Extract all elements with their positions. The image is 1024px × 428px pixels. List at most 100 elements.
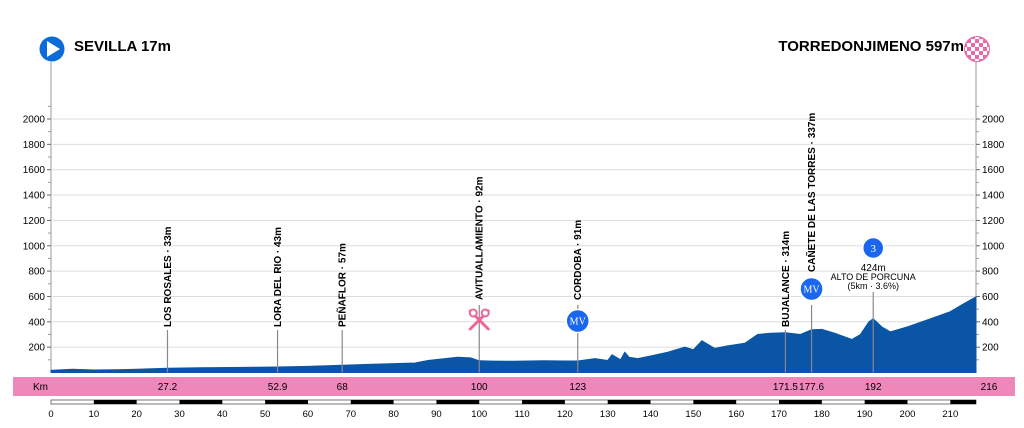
- checker-square: [975, 36, 979, 39]
- x-tick-label: 210: [942, 409, 958, 420]
- checker-square: [983, 51, 987, 55]
- x-tick-label: 40: [217, 409, 228, 420]
- checker-square: [979, 39, 983, 43]
- checker-square: [975, 51, 979, 55]
- y-tick-label-right: 1000: [982, 241, 1005, 252]
- checker-square: [979, 51, 983, 55]
- finish-icon-border: [964, 36, 990, 62]
- checker-square: [964, 43, 967, 47]
- finish-label: TORREDONJIMENO 597m: [778, 38, 964, 55]
- checker-square: [987, 47, 990, 51]
- place-label: CAÑETE DE LAS TORRES · 337m: [805, 113, 818, 272]
- km-band-label: 123: [569, 382, 586, 393]
- y-tick-label-left: 600: [28, 292, 45, 303]
- checker-square: [964, 36, 967, 39]
- distance-scale-segment: [522, 400, 565, 404]
- km-band-label: 216: [981, 382, 998, 393]
- checker-square: [964, 59, 967, 62]
- km-band-label: 68: [337, 382, 349, 393]
- distance-scale-segment: [693, 400, 737, 404]
- climb-detail-label: (5km · 3.6%): [847, 281, 899, 291]
- y-tick-label-right: 600: [982, 292, 999, 303]
- distance-scale-segment: [950, 400, 976, 404]
- y-tick-label-left: 800: [28, 267, 45, 278]
- feed-zone-icon-ring: [480, 308, 490, 318]
- checker-square: [971, 43, 975, 47]
- x-tick-label: 170: [771, 409, 787, 420]
- km-band-label: 52.9: [268, 382, 288, 393]
- checker-square: [983, 39, 987, 43]
- checker-square: [967, 39, 971, 43]
- checker-square: [964, 47, 967, 51]
- start-label: SEVILLA 17m: [74, 38, 171, 55]
- checker-square: [975, 59, 979, 62]
- y-tick-label-left: 1400: [23, 191, 46, 202]
- distance-scale-segment: [436, 400, 480, 404]
- checker-square: [979, 55, 983, 59]
- checker-square: [964, 51, 967, 55]
- x-tick-label: 120: [557, 409, 573, 420]
- checker-square: [967, 55, 971, 59]
- distance-scale-segment: [350, 400, 394, 404]
- checker-square: [987, 51, 990, 55]
- checker-square: [975, 43, 979, 47]
- checkered-flag-icon: [964, 36, 990, 62]
- finish-name: TORREDONJIMENO: [778, 38, 922, 55]
- x-tick-label: 190: [857, 409, 873, 420]
- distance-scale-segment: [607, 400, 651, 404]
- checker-square: [979, 43, 983, 47]
- x-tick-label: 140: [643, 409, 659, 420]
- checker-square: [983, 55, 987, 59]
- x-tick-label: 160: [728, 409, 744, 420]
- distance-scale-segment: [93, 400, 137, 404]
- mv-sprint-marker: [565, 308, 590, 334]
- checker-square: [971, 47, 975, 51]
- climb-elevation-label: 424m: [861, 263, 886, 274]
- y-tick-label-left: 2000: [23, 115, 46, 126]
- x-tick-label: 20: [131, 409, 142, 420]
- km-band-label: 192: [865, 382, 882, 393]
- finish-elevation: 597m: [925, 38, 964, 55]
- place-label: AVITUALLAMIENTO · 92m: [475, 176, 486, 300]
- x-tick-label: 180: [814, 409, 830, 420]
- checker-square: [987, 43, 990, 47]
- x-tick-label: 150: [685, 409, 701, 420]
- checker-square: [975, 39, 979, 43]
- elevation-profile-area: [50, 295, 977, 373]
- y-tick-label-right: 1800: [982, 140, 1005, 151]
- y-tick-label-left: 1800: [23, 140, 46, 151]
- y-tick-label-right: 2000: [982, 115, 1005, 126]
- checker-square: [987, 36, 990, 39]
- checker-square: [971, 36, 975, 39]
- x-tick-label: 60: [303, 409, 314, 420]
- climb-category-label: 3: [870, 243, 876, 255]
- y-tick-label-left: 1000: [23, 241, 46, 252]
- checker-square: [975, 55, 979, 59]
- checker-square: [983, 47, 987, 51]
- place-label: LOS ROSALES · 33m: [163, 226, 174, 327]
- y-tick-label-left: 1200: [23, 216, 46, 227]
- distance-scale-segment: [265, 400, 308, 404]
- x-tick-label: 110: [514, 409, 529, 420]
- checker-square: [971, 39, 975, 43]
- distance-scale-segment: [779, 400, 822, 404]
- checker-square: [987, 59, 990, 62]
- y-tick-label-right: 800: [982, 267, 999, 278]
- x-tick-label: 70: [345, 409, 356, 420]
- checker-square: [979, 59, 983, 62]
- start-elevation: 17m: [140, 38, 171, 55]
- climb-name-label: ALTO DE PORCUNA: [831, 272, 916, 282]
- km-band-label: 177.6: [799, 382, 824, 393]
- checker-square: [975, 47, 979, 51]
- x-tick-label: 200: [900, 409, 916, 420]
- km-band-label: 27.2: [158, 382, 178, 393]
- distance-scale-segment: [179, 400, 223, 404]
- climb-category-marker: [861, 236, 885, 260]
- place-label: BUJALANCE · 314m: [781, 231, 792, 327]
- y-tick-label-left: 1600: [23, 165, 46, 176]
- checker-square: [967, 43, 971, 47]
- x-tick-label: 80: [388, 409, 399, 420]
- km-band-label: 171.5: [773, 382, 798, 393]
- checker-square: [967, 51, 971, 55]
